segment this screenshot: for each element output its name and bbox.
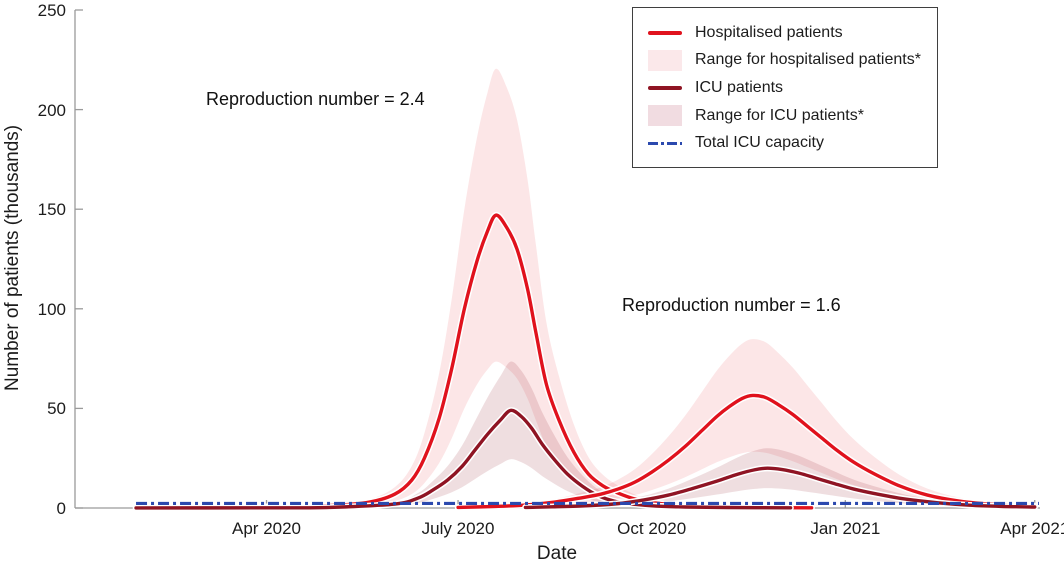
range-band-icu_r24 bbox=[136, 361, 791, 508]
hosp_r16-line bbox=[456, 393, 1037, 510]
y-tick-label: 250 bbox=[37, 1, 66, 20]
x-tick-label: Apr 2021 bbox=[1000, 519, 1064, 538]
legend-swatch-fill-icon bbox=[648, 105, 682, 127]
legend-swatch-line-icon bbox=[648, 85, 682, 90]
x-tick-label: Jan 2021 bbox=[810, 519, 881, 538]
legend-row: ICU patients bbox=[648, 74, 937, 102]
legend-label: Hospitalised patients bbox=[695, 23, 843, 41]
legend-box: Hospitalised patients Range for hospitali… bbox=[632, 7, 938, 168]
x-tick-label: Apr 2020 bbox=[232, 519, 302, 538]
y-tick-label: 0 bbox=[56, 499, 66, 518]
legend-label: ICU patients bbox=[695, 78, 784, 96]
y-axis-title: Number of patients (thousands) bbox=[2, 124, 23, 391]
y-tick-label: 100 bbox=[37, 299, 66, 319]
range-band-hosp_r16 bbox=[458, 339, 1035, 508]
range-band-hosp_r24 bbox=[136, 68, 812, 508]
legend-row: Range for hospitalised patients* bbox=[648, 47, 937, 75]
legend-row: Total ICU capacity bbox=[648, 129, 937, 157]
legend-swatch-line-icon bbox=[648, 30, 682, 35]
y-tick-label: 200 bbox=[37, 100, 66, 120]
legend-swatch-dashdot-icon bbox=[648, 141, 682, 145]
x-axis-title: Date bbox=[536, 543, 578, 564]
range-band-icu_r16 bbox=[525, 448, 1035, 508]
legend-row: Range for ICU patients* bbox=[648, 102, 937, 130]
x-tick-label: July 2020 bbox=[421, 519, 495, 538]
x-tick-label: Oct 2020 bbox=[617, 519, 687, 538]
annotation-reproduction-2-4: Reproduction number = 2.4 bbox=[206, 89, 425, 109]
legend-label: Total ICU capacity bbox=[695, 134, 824, 152]
legend-row: Hospitalised patients bbox=[648, 19, 937, 47]
annotation-reproduction-1-6: Reproduction number = 1.6 bbox=[622, 295, 841, 315]
legend-swatch-fill-icon bbox=[648, 49, 682, 71]
legend-label: Range for hospitalised patients* bbox=[695, 51, 921, 69]
y-tick-label: 150 bbox=[37, 200, 66, 220]
legend-label: Range for ICU patients* bbox=[695, 106, 864, 124]
y-tick-label: 50 bbox=[47, 399, 66, 419]
